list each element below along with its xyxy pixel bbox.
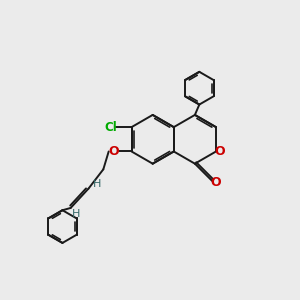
Text: O: O [108,145,119,158]
Text: H: H [93,179,102,189]
Text: Cl: Cl [104,121,117,134]
Text: O: O [214,145,225,158]
Text: O: O [211,176,221,189]
Text: H: H [72,209,80,220]
